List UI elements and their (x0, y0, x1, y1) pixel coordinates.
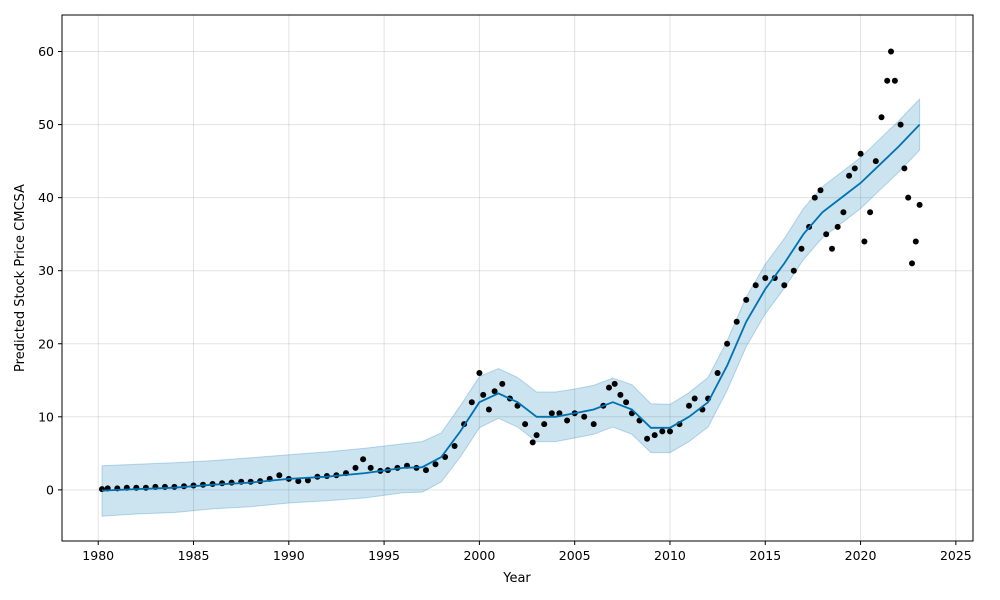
x-tick-label: 1985 (178, 548, 210, 563)
actual-point (564, 417, 571, 424)
y-tick-label: 30 (38, 263, 54, 278)
actual-point (798, 245, 805, 252)
x-tick-label: 1980 (82, 548, 114, 563)
actual-point (360, 456, 367, 463)
forecast-line (101, 123, 921, 492)
uncertainty-band-area (101, 97, 921, 517)
x-tick-label: 2020 (845, 548, 877, 563)
x-tick-label: 2005 (559, 548, 591, 563)
actual-point (834, 223, 841, 230)
actual-point (617, 391, 624, 398)
actual-point (367, 464, 374, 471)
actual-point (691, 395, 698, 402)
actual-point (891, 77, 898, 84)
x-tick-label: 2025 (940, 548, 972, 563)
x-tick-label: 2015 (749, 548, 781, 563)
actual-data-points (99, 48, 923, 493)
y-tick-label: 0 (46, 482, 54, 497)
actual-point (897, 121, 904, 128)
actual-point (817, 187, 824, 194)
actual-point (644, 435, 651, 442)
actual-point (867, 209, 874, 216)
actual-point (840, 209, 847, 216)
actual-point (468, 399, 475, 406)
actual-point (823, 231, 830, 238)
actual-point (548, 410, 555, 417)
actual-point (480, 391, 487, 398)
x-tick-label: 2000 (463, 548, 495, 563)
y-tick-label: 20 (38, 336, 54, 351)
actual-point (781, 282, 788, 289)
actual-point (714, 370, 721, 376)
actual-point (611, 380, 618, 387)
actual-point (651, 432, 658, 439)
grid-lines (62, 15, 973, 541)
actual-point (590, 421, 597, 428)
actual-point (295, 478, 302, 485)
y-tick-label: 60 (38, 44, 54, 59)
x-axis-label: Year (502, 571, 531, 586)
actual-point (499, 380, 506, 387)
y-axis-ticks: 0 10 20 30 40 50 60 (38, 44, 62, 497)
y-axis-label: Predicted Stock Price CMCSA (13, 184, 28, 372)
actual-point (743, 296, 750, 303)
x-tick-label: 2010 (654, 548, 686, 563)
actual-point (888, 48, 894, 55)
forecast-trend-line (101, 123, 921, 492)
actual-point (606, 384, 612, 391)
actual-point (442, 454, 449, 460)
actual-point (901, 165, 908, 172)
actual-point (857, 150, 864, 157)
uncertainty-band (101, 97, 921, 517)
x-axis-ticks: 1980 1985 1990 1995 2000 2005 2010 2015 2020 2025 (82, 541, 972, 563)
actual-point (905, 194, 912, 201)
actual-point (228, 479, 235, 486)
actual-point (529, 439, 536, 446)
y-tick-label: 10 (38, 409, 54, 424)
actual-point (556, 410, 563, 417)
actual-point (432, 461, 439, 468)
actual-point (912, 238, 919, 245)
plot-frame (61, 14, 974, 542)
actual-point (522, 421, 529, 428)
actual-point (491, 388, 498, 395)
actual-point (423, 467, 429, 474)
actual-point (533, 432, 540, 439)
actual-point (304, 477, 311, 484)
actual-point (581, 413, 588, 420)
actual-point (667, 428, 673, 435)
actual-point (541, 421, 548, 428)
actual-point (276, 472, 283, 479)
actual-point (790, 267, 797, 274)
actual-point (861, 238, 868, 245)
x-tick-label: 1990 (273, 548, 305, 563)
actual-point (829, 245, 835, 252)
y-tick-label: 50 (38, 117, 54, 132)
actual-point (851, 165, 858, 172)
actual-point (142, 484, 149, 491)
actual-point (916, 201, 923, 208)
actual-point (352, 464, 359, 471)
actual-point (623, 399, 630, 406)
x-tick-label: 1995 (368, 548, 400, 563)
actual-point (451, 443, 458, 449)
actual-point (846, 172, 853, 179)
actual-point (733, 318, 740, 325)
actual-point (724, 340, 731, 347)
actual-point (878, 114, 885, 121)
actual-point (884, 77, 891, 84)
actual-point (872, 158, 879, 165)
y-tick-label: 40 (38, 190, 54, 205)
actual-point (686, 402, 692, 409)
actual-point (659, 428, 666, 435)
actual-point (752, 282, 759, 289)
actual-point (485, 406, 492, 413)
actual-point (762, 275, 769, 281)
actual-point (909, 260, 915, 267)
actual-point (476, 370, 483, 376)
actual-point (811, 194, 818, 201)
